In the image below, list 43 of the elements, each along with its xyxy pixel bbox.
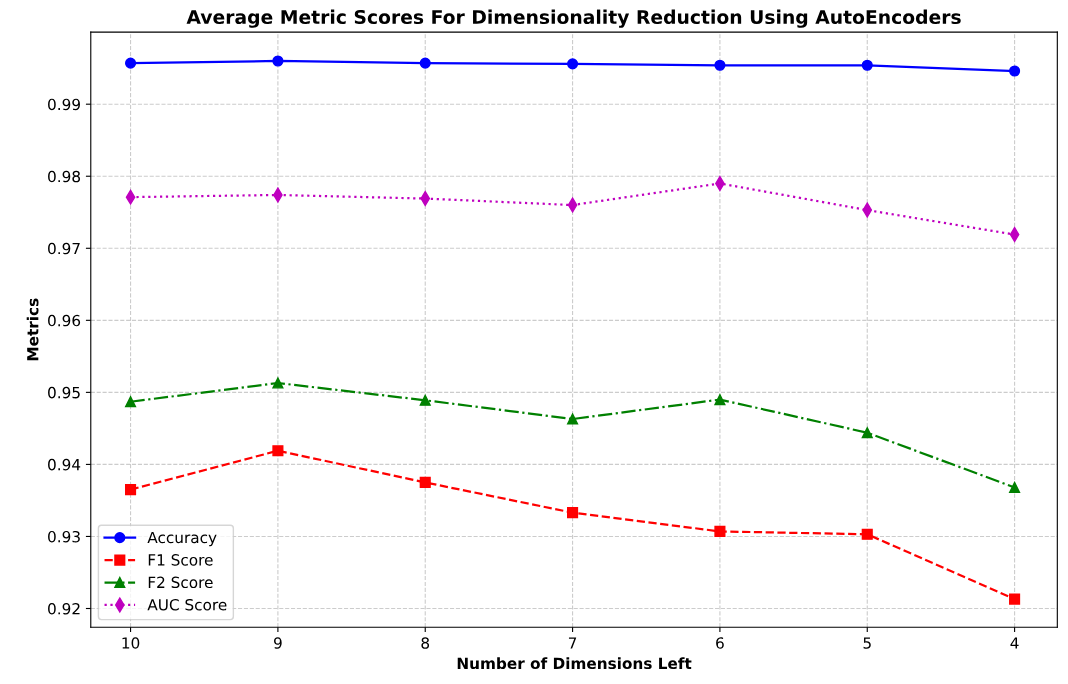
y-tick-label: 0.97 (48, 242, 80, 255)
legend-label: F1 Score (148, 554, 213, 566)
y-tick-label: 0.92 (48, 602, 80, 615)
y-tick-label: 0.93 (48, 530, 80, 543)
point (1009, 481, 1021, 494)
chart-title: Average Metric Scores For Dimensionality Reduction Using AutoEncoders (186, 9, 961, 28)
point (272, 445, 284, 457)
legend-label: AUC Score (147, 598, 227, 611)
point (567, 58, 579, 70)
point (419, 394, 431, 406)
x-tick-label: 10 (122, 637, 140, 649)
point (1009, 593, 1021, 605)
x-tick-label: 9 (274, 637, 282, 649)
point (272, 377, 284, 389)
point (567, 507, 579, 519)
legend-label: Accuracy (147, 531, 217, 547)
x-tick-label: 7 (568, 637, 577, 649)
x-tick-label: 6 (716, 637, 724, 649)
x-axis-title: Number of Dimensions Left (457, 657, 692, 670)
point (861, 59, 873, 71)
point (1009, 65, 1021, 77)
y-tick-label: 0.94 (48, 458, 81, 471)
legend-label: F2 Score (148, 576, 213, 589)
point (125, 57, 137, 69)
point (125, 484, 137, 496)
point (272, 55, 284, 67)
point (419, 57, 431, 69)
point (567, 413, 579, 425)
point (714, 59, 726, 71)
point (125, 396, 137, 408)
x-tick-label: 5 (863, 637, 871, 649)
y-axis-title: Metrics (26, 298, 39, 361)
point (861, 528, 873, 540)
y-tick-label: 0.98 (48, 170, 81, 183)
y-tick-label: 0.96 (48, 314, 81, 327)
point (714, 525, 726, 537)
point (419, 476, 431, 488)
point (714, 394, 726, 406)
y-tick-label: 0.95 (48, 386, 80, 399)
x-tick-label: 8 (421, 637, 430, 649)
x-tick-label: 4 (1010, 637, 1019, 649)
point (861, 427, 873, 439)
y-tick-label: 0.99 (48, 98, 80, 111)
